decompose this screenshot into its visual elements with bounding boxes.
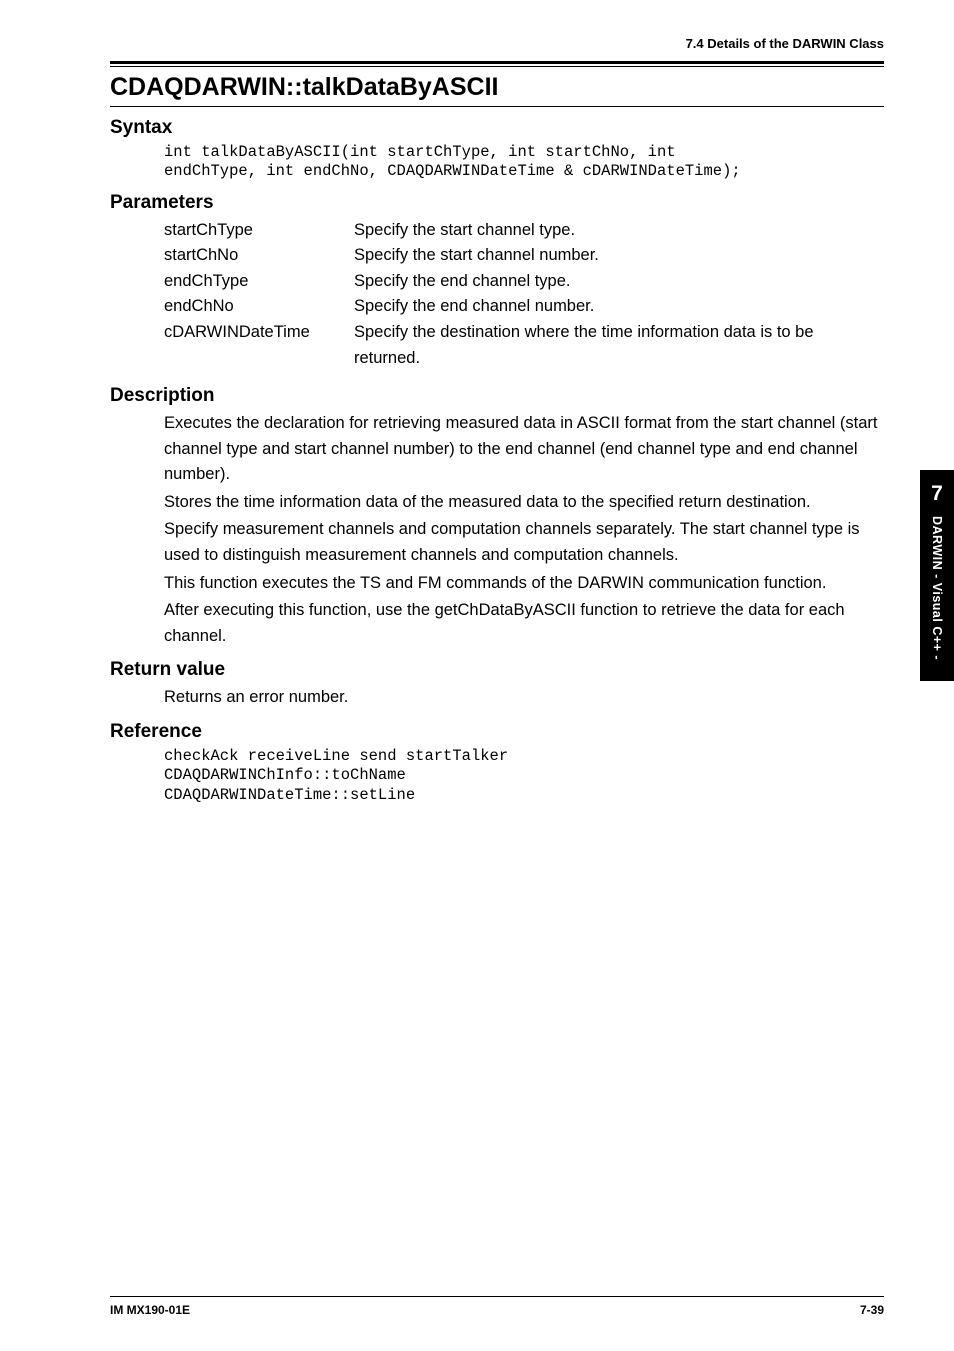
param-desc: Specify the start channel type. xyxy=(354,218,884,244)
footer-right: 7-39 xyxy=(860,1303,884,1317)
page-title: CDAQDARWIN::talkDataByASCII xyxy=(110,73,884,102)
param-name: startChType xyxy=(164,218,354,244)
side-tab: 7 DARWIN - Visual C++ - xyxy=(920,470,954,681)
footer-left: IM MX190-01E xyxy=(110,1303,190,1317)
section-heading-return: Return value xyxy=(110,659,884,681)
description-paragraph: After executing this function, use the g… xyxy=(164,598,884,649)
running-header: 7.4 Details of the DARWIN Class xyxy=(110,36,884,51)
syntax-code: int talkDataByASCII(int startChType, int… xyxy=(164,143,884,182)
param-name: endChNo xyxy=(164,294,354,320)
section-heading-parameters: Parameters xyxy=(110,192,884,214)
page: 7.4 Details of the DARWIN Class CDAQDARW… xyxy=(0,0,954,1351)
param-row: endChNo Specify the end channel number. xyxy=(164,294,884,320)
param-desc: Specify the destination where the time i… xyxy=(354,320,884,371)
rule-top xyxy=(110,61,884,67)
return-value-paragraph: Returns an error number. xyxy=(164,685,884,711)
param-row: endChType Specify the end channel type. xyxy=(164,269,884,295)
rule-bottom xyxy=(110,106,884,107)
section-heading-syntax: Syntax xyxy=(110,117,884,139)
param-name: cDARWINDateTime xyxy=(164,320,354,371)
description-paragraph: Specify measurement channels and computa… xyxy=(164,517,884,568)
side-tab-number: 7 xyxy=(920,482,954,506)
description-paragraph: This function executes the TS and FM com… xyxy=(164,571,884,597)
param-row: startChType Specify the start channel ty… xyxy=(164,218,884,244)
section-heading-description: Description xyxy=(110,385,884,407)
parameters-table: startChType Specify the start channel ty… xyxy=(164,218,884,371)
description-paragraph: Stores the time information data of the … xyxy=(164,490,884,516)
param-desc: Specify the start channel number. xyxy=(354,243,884,269)
reference-code: checkAck receiveLine send startTalker CD… xyxy=(164,747,884,805)
param-name: startChNo xyxy=(164,243,354,269)
description-body: Executes the declaration for retrieving … xyxy=(164,411,884,649)
param-row: startChNo Specify the start channel numb… xyxy=(164,243,884,269)
param-desc: Specify the end channel number. xyxy=(354,294,884,320)
side-tab-label: DARWIN - Visual C++ - xyxy=(930,516,944,660)
param-name: endChType xyxy=(164,269,354,295)
page-footer: IM MX190-01E 7-39 xyxy=(110,1296,884,1317)
return-value-text: Returns an error number. xyxy=(164,685,884,711)
section-heading-reference: Reference xyxy=(110,721,884,743)
param-desc: Specify the end channel type. xyxy=(354,269,884,295)
description-paragraph: Executes the declaration for retrieving … xyxy=(164,411,884,488)
param-row: cDARWINDateTime Specify the destination … xyxy=(164,320,884,371)
